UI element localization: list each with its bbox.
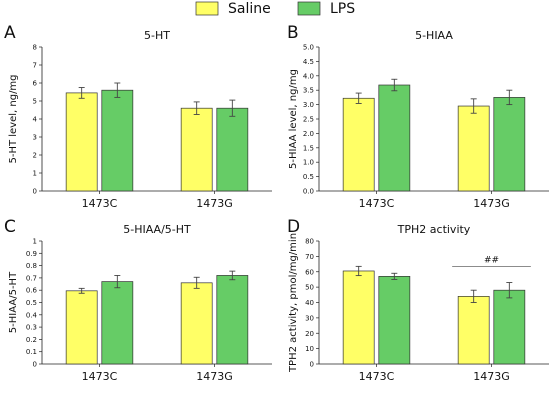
bar-saline — [65, 92, 98, 192]
y-tick-label: 0.3 — [26, 324, 37, 332]
legend-label-saline: Saline — [228, 1, 271, 17]
y-tick-label: 1 — [33, 170, 37, 178]
y-axis-label: 5-HIAA level, ng/mg — [288, 69, 299, 169]
y-tick-label: 1 — [33, 238, 37, 246]
y-tick-label: 0 — [33, 188, 37, 196]
x-tick-label: 1473C — [359, 197, 395, 210]
bar-lps — [101, 89, 134, 192]
bar-saline — [457, 105, 490, 192]
chart-title: 5-HIAA — [415, 29, 453, 42]
y-tick-label: 4.0 — [303, 72, 314, 80]
y-tick-label: 60 — [305, 268, 314, 276]
panel-d: D TPH2 activity 0 10 20 30 40 50 60 70 80 TPH2 acti… — [287, 217, 549, 383]
bar-saline — [180, 282, 213, 365]
y-tick-label: 0.5 — [303, 173, 314, 181]
legend-swatch-lps — [297, 1, 321, 16]
x-tick-label: 1473C — [82, 197, 118, 210]
panel-c: C 5-HIAA/5-HT 0 0.1 0.2 0.3 0.4 0.5 0.6 0.7 0.8 0.9… — [4, 217, 272, 383]
y-tick-label: 2 — [33, 152, 37, 160]
y-tick-label: 0 — [33, 361, 37, 369]
chart-title: TPH2 activity — [397, 223, 471, 236]
x-tick-label: 1473G — [473, 370, 510, 383]
y-tick-label: 0.2 — [26, 336, 37, 344]
bar-lps — [378, 276, 411, 365]
panel-a: A 5-HT 0 1 2 3 4 5 6 7 8 5-HT level, ng/mg 1473C 1473… — [4, 23, 272, 210]
bar-lps — [216, 107, 249, 192]
chart-title: 5-HT — [144, 29, 170, 42]
y-tick-label: 0.5 — [26, 299, 37, 307]
chart-title: 5-HIAA/5-HT — [123, 223, 191, 236]
y-tick-label: 5.0 — [303, 44, 314, 52]
y-tick-label: 70 — [305, 253, 314, 261]
panel-letter: A — [4, 23, 16, 43]
bar-saline — [457, 296, 490, 365]
panel-letter: D — [287, 217, 300, 237]
bar-lps — [378, 84, 411, 192]
bar-saline — [342, 270, 375, 365]
panel-letter: C — [4, 217, 16, 237]
y-tick-label: 6 — [33, 80, 38, 88]
legend-label-lps: LPS — [330, 1, 355, 17]
y-tick-label: 0.6 — [26, 287, 38, 295]
y-tick-label: 0.7 — [26, 274, 37, 282]
bar-saline — [65, 290, 98, 365]
y-tick-label: 1.5 — [303, 144, 314, 152]
y-tick-label: 3.0 — [303, 101, 314, 109]
panel-b: B 5-HIAA 0.0 0.5 1.0 1.5 2.0 2.5 3.0 3.5 4.0 4.5 5.0… — [287, 23, 549, 210]
y-tick-label: 4.5 — [303, 58, 314, 66]
bar-lps — [493, 97, 526, 192]
bar-lps — [493, 289, 526, 365]
x-tick-label: 1473C — [359, 370, 395, 383]
y-tick-label: 8 — [33, 44, 37, 52]
y-tick-label: 2.0 — [303, 130, 314, 138]
y-tick-label: 20 — [305, 330, 314, 338]
y-tick-label: 0.1 — [26, 348, 37, 356]
y-tick-label: 30 — [305, 314, 314, 322]
x-tick-label: 1473C — [82, 370, 118, 383]
y-tick-label: 0.9 — [26, 250, 37, 258]
legend: Saline LPS — [195, 1, 355, 17]
y-tick-label: 1.0 — [303, 159, 314, 167]
y-axis-label: 5-HIAA/5-HT — [8, 271, 19, 333]
y-tick-label: 7 — [33, 62, 37, 70]
y-axis-label: TPH2 activity, pmol/mg/min — [288, 233, 299, 373]
panel-letter: B — [287, 23, 299, 43]
x-tick-label: 1473G — [196, 370, 233, 383]
bar-saline — [180, 107, 213, 192]
bar-lps — [101, 281, 134, 365]
y-tick-label: 10 — [305, 345, 314, 353]
y-tick-label: 0.0 — [303, 188, 314, 196]
y-tick-label: 3.5 — [303, 87, 314, 95]
y-tick-label: 5 — [33, 98, 37, 106]
y-tick-label: 0.8 — [26, 262, 37, 270]
y-tick-label: 0.4 — [26, 311, 38, 319]
significance-label: ## — [484, 256, 499, 266]
legend-swatch-saline — [195, 1, 219, 16]
x-tick-label: 1473G — [473, 197, 510, 210]
y-tick-label: 50 — [305, 284, 314, 292]
y-tick-label: 4 — [33, 116, 38, 124]
y-tick-label: 3 — [33, 134, 37, 142]
y-axis-label: 5-HT level, ng/mg — [8, 74, 19, 163]
y-tick-label: 0 — [310, 361, 314, 369]
y-tick-label: 2.5 — [303, 116, 314, 124]
bar-lps — [216, 275, 249, 365]
y-tick-label: 40 — [305, 299, 314, 307]
bar-saline — [342, 97, 375, 192]
y-tick-label: 80 — [305, 238, 314, 246]
x-tick-label: 1473G — [196, 197, 233, 210]
